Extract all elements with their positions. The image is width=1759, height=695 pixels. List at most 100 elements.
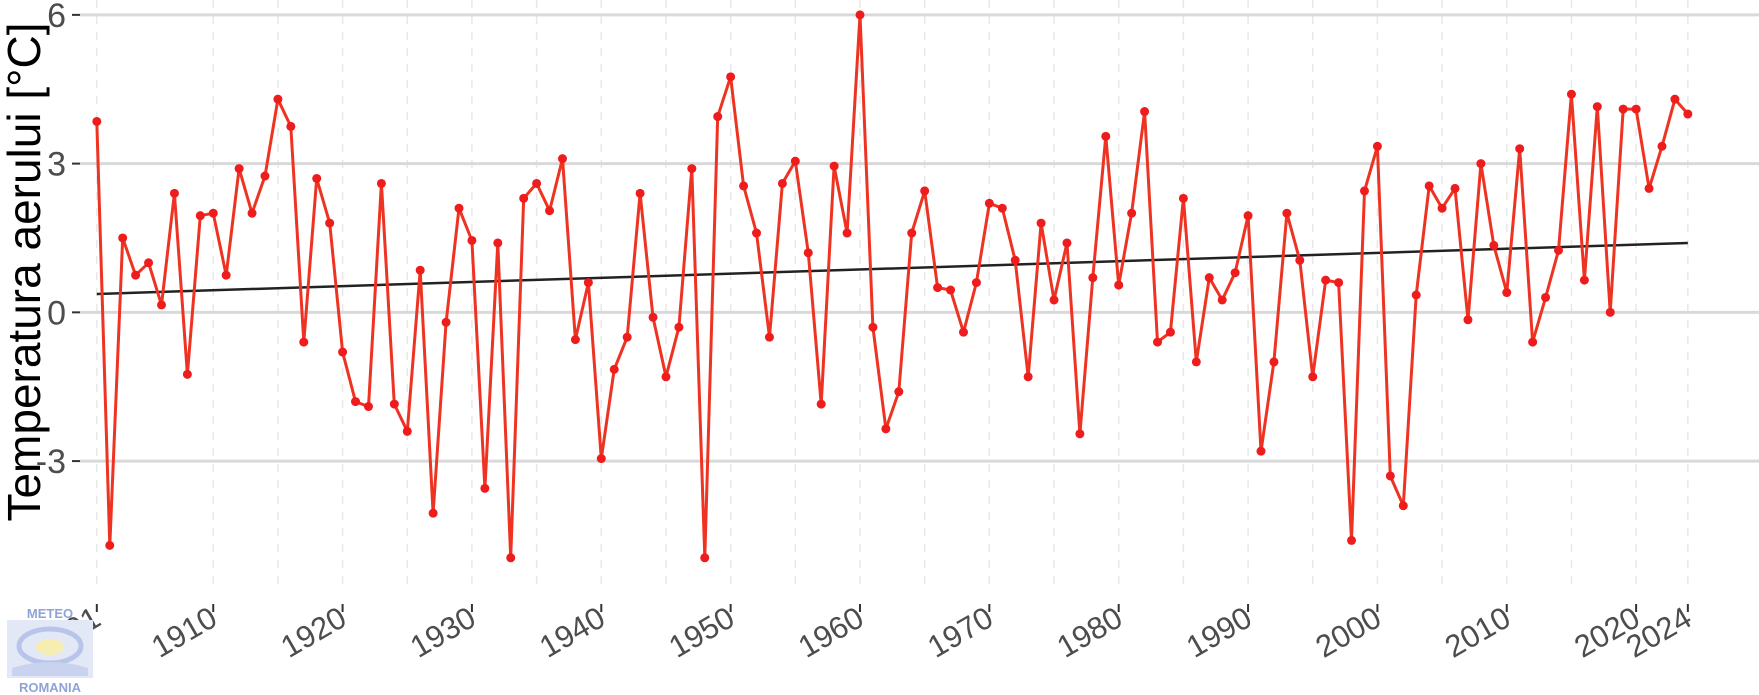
data-point [1450, 183, 1460, 193]
data-point [971, 278, 981, 288]
data-point [1644, 183, 1654, 193]
data-point [583, 278, 593, 288]
data-point [726, 72, 736, 82]
data-point [1036, 218, 1046, 228]
data-point [389, 399, 399, 409]
x-tick-label: 2010 [1439, 600, 1516, 665]
data-point [1101, 131, 1111, 141]
data-point [635, 188, 645, 198]
data-point [622, 332, 632, 342]
data-point [958, 327, 968, 337]
data-point [752, 228, 762, 238]
data-point [1334, 278, 1344, 288]
data-point [92, 116, 102, 126]
data-point [1411, 290, 1421, 300]
data-point [351, 397, 361, 407]
data-point [829, 161, 839, 171]
data-point [260, 171, 270, 181]
data-point [1554, 245, 1564, 255]
data-point [1463, 315, 1473, 325]
data-point [1321, 275, 1331, 285]
data-point [415, 265, 425, 275]
data-point [894, 387, 904, 397]
data-point [609, 364, 619, 374]
data-point [557, 154, 567, 164]
data-point [467, 235, 477, 245]
data-point [596, 454, 606, 464]
x-tick-label: 1950 [663, 600, 740, 665]
data-point [1243, 211, 1253, 221]
x-tick-label: 1940 [534, 600, 611, 665]
data-point [182, 369, 192, 379]
x-tick-label: 2000 [1310, 600, 1387, 665]
data-point [144, 258, 154, 268]
data-point [363, 402, 373, 412]
minor-grid [96, 0, 1689, 590]
data-point [1541, 292, 1551, 302]
data-point [713, 112, 723, 122]
data-point [1140, 107, 1150, 117]
data-point [1347, 535, 1357, 545]
data-point [118, 233, 128, 243]
data-point [1308, 372, 1318, 382]
data-point [1217, 295, 1227, 305]
y-tick-label: 0 [47, 294, 66, 332]
x-tick-label: 1910 [146, 600, 223, 665]
data-point [1670, 94, 1680, 104]
x-tick-label: 1980 [1051, 600, 1128, 665]
x-axis-ticks: 1901191019201930194019501960197019801990… [29, 600, 1697, 665]
data-point [1023, 372, 1033, 382]
data-point [532, 178, 542, 188]
data-point [881, 424, 891, 434]
data-point [428, 508, 438, 518]
data-point [1256, 446, 1266, 456]
data-point [131, 270, 141, 280]
data-point [234, 164, 244, 174]
data-point [1489, 240, 1499, 250]
data-point [480, 483, 490, 493]
y-tick-label: 6 [47, 0, 66, 35]
data-point [1088, 273, 1098, 283]
data-point [1579, 275, 1589, 285]
data-point [247, 208, 257, 218]
data-point [739, 181, 749, 191]
data-point [195, 211, 205, 221]
data-point [325, 218, 335, 228]
data-point [1178, 193, 1188, 203]
data-point [1127, 208, 1137, 218]
data-point [855, 10, 865, 20]
data-point [545, 206, 555, 216]
series-group [92, 10, 1693, 563]
data-point [984, 198, 994, 208]
data-point [1618, 104, 1628, 114]
logo-bottom-text: ROMANIA [19, 680, 82, 694]
data-point [376, 178, 386, 188]
y-axis-ticks: 6 3 0 -3 [36, 0, 80, 481]
data-point [1631, 104, 1641, 114]
data-point [169, 188, 179, 198]
data-point [1230, 268, 1240, 278]
data-point [1010, 255, 1020, 265]
data-point [519, 193, 529, 203]
meteo-romania-logo: METEO ROMANIA [7, 606, 93, 694]
data-point [1424, 181, 1434, 191]
data-point [221, 270, 231, 280]
data-point [868, 322, 878, 332]
logo-base [12, 662, 88, 676]
data-point [1502, 288, 1512, 298]
data-point [1592, 102, 1602, 112]
data-point [1191, 357, 1201, 367]
data-point [907, 228, 917, 238]
data-point [1295, 255, 1305, 265]
x-tick-label: 1990 [1180, 600, 1257, 665]
data-point [997, 203, 1007, 213]
data-point [454, 203, 464, 213]
y-tick-label: 3 [47, 146, 66, 184]
data-point [1269, 357, 1279, 367]
logo-center [36, 639, 64, 655]
data-point [661, 372, 671, 382]
data-point [1062, 238, 1072, 248]
data-point [1437, 203, 1447, 213]
data-point [156, 300, 166, 310]
data-point [1605, 307, 1615, 317]
